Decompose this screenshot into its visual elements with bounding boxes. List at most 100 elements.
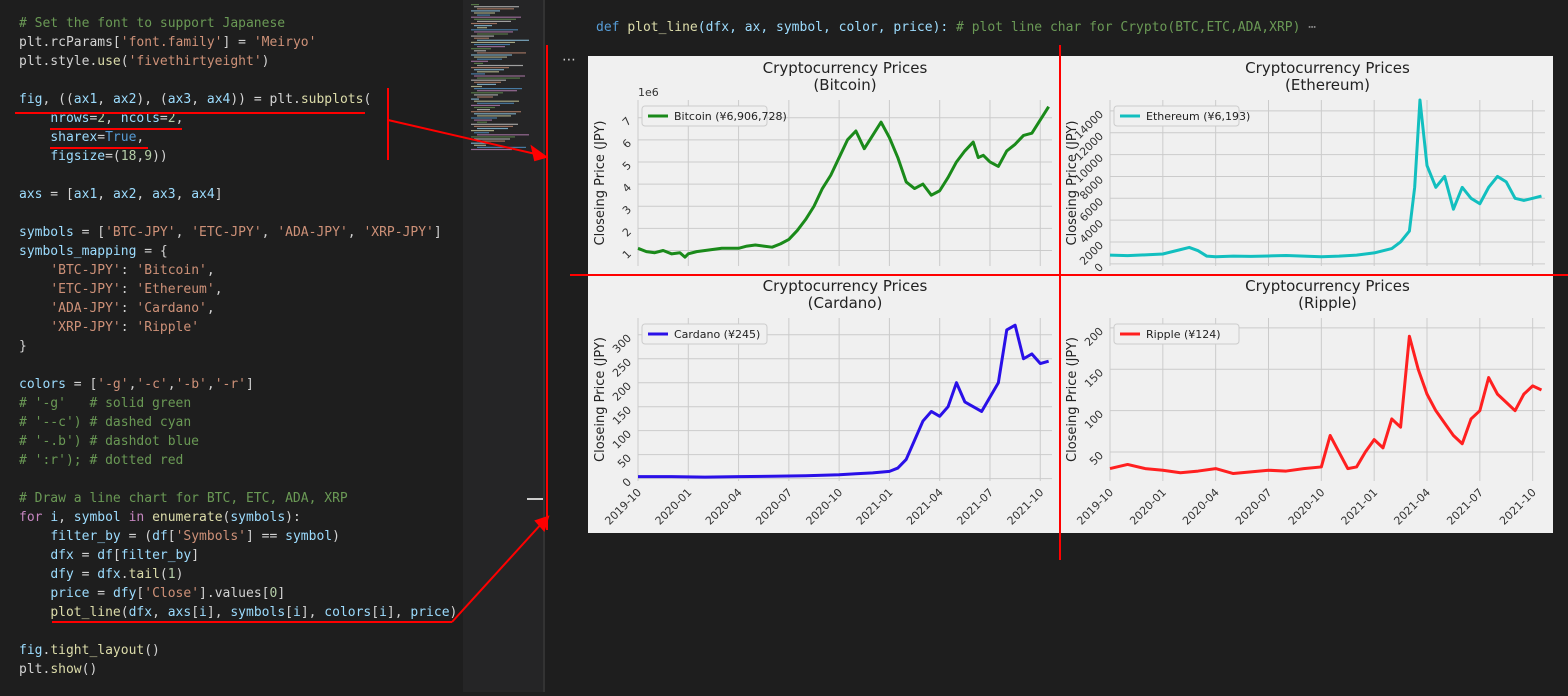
code-token: [	[285, 605, 293, 620]
code-token: price	[410, 605, 450, 620]
code-token: in	[128, 510, 145, 525]
code-token: tight_layout	[50, 643, 145, 658]
code-token: }	[19, 339, 27, 354]
code-token: ()	[81, 662, 98, 677]
x-tick-label: 2020-04	[703, 486, 745, 528]
code-editor[interactable]: # Set the font to support Japanese plt.rc…	[0, 0, 463, 692]
code-token: plt.rcParams[	[19, 35, 121, 50]
chart-bitcoin: 1 2 3 4 5 6 7 Bitcoin (¥6,906,728) Cryptocurrenc…	[588, 56, 1060, 274]
chart-subtitle: (Ripple)	[1298, 294, 1357, 312]
matplotlib-figure: 1 2 3 4 5 6 7 Bitcoin (¥6,906,728) Cryptocurrenc…	[588, 56, 1553, 533]
code-token: :	[120, 320, 137, 335]
y-tick-label: 2000	[1077, 239, 1106, 268]
code-token: ,	[175, 225, 192, 240]
code-token: dfy	[50, 567, 74, 582]
code-token: ax4	[191, 187, 215, 202]
chart-ethereum: 0 2000 4000 6000 8000 10000 12000 14000 Ethereum…	[1060, 56, 1553, 274]
code-token: ],	[300, 605, 325, 620]
code-token: )	[261, 54, 270, 69]
code-token: ax2	[112, 187, 137, 202]
code-token: ,	[347, 225, 364, 240]
code-token: 0	[269, 586, 278, 601]
code-token: i	[199, 605, 207, 620]
code-token: ],	[206, 605, 231, 620]
expand-ellipsis[interactable]: ⋯	[1300, 20, 1317, 35]
code-token: plot_line	[50, 605, 121, 620]
code-line: fig.tight_layout()	[19, 641, 160, 660]
code-token: :	[120, 263, 137, 278]
chart-subtitle: (Bitcoin)	[813, 76, 876, 94]
code-line: figsize=(18,9))	[19, 147, 167, 166]
code-line: colors = ['-g','-c','-b','-r']	[19, 375, 254, 394]
code-token: '-g'	[97, 377, 129, 392]
code-token: )	[175, 567, 184, 582]
code-token: 'Cardano'	[136, 301, 207, 316]
chart-subtitle: (Cardano)	[808, 294, 883, 312]
code-token	[19, 529, 50, 544]
x-tick-label: 2020-04	[1180, 486, 1222, 528]
code-token: # '--c') # dashed cyan	[19, 415, 192, 430]
code-token: 'ADA-JPY'	[277, 225, 348, 240]
y-tick-label: 4	[620, 181, 634, 195]
code-token: 'XRP-JPY'	[363, 225, 434, 240]
code-token: price	[50, 586, 90, 601]
y-tick-label: 100	[1082, 408, 1106, 432]
code-token: 2	[97, 111, 106, 126]
y-tick-label: 50	[1087, 449, 1106, 468]
plot-area	[638, 100, 1052, 266]
code-token: ,	[152, 605, 168, 620]
y-axis-label: Closeing Price (JPY)	[1065, 121, 1080, 246]
y-tick-label: 3	[620, 203, 634, 217]
code-token: True	[105, 130, 137, 145]
code-line: 'ETC-JPY': 'Ethereum',	[19, 280, 222, 299]
code-token: ,	[191, 92, 207, 107]
legend-entry: Ripple (¥124)	[1146, 328, 1221, 341]
code-token: ,	[97, 92, 113, 107]
code-token: ()	[144, 643, 160, 658]
code-token: )	[332, 529, 340, 544]
code-token: 'ADA-JPY'	[50, 301, 121, 316]
code-token: '-r'	[214, 377, 247, 392]
legend-box	[1113, 105, 1240, 127]
code-token: symbols	[230, 510, 286, 525]
cell-output-menu-icon[interactable]: ⋯	[562, 52, 576, 68]
code-token	[19, 111, 50, 126]
code-line: symbols_mapping = {	[19, 242, 168, 261]
code-line: for i, symbol in enumerate(symbols):	[19, 508, 301, 527]
code-line: filter_by = (df['Symbols'] == symbol)	[19, 527, 340, 546]
code-token: # '-.b') # dashdot blue	[19, 434, 200, 449]
code-token: (	[120, 605, 129, 620]
code-token: i	[379, 605, 387, 620]
code-token: # '-g' # solid green	[19, 396, 192, 411]
code-token: = [	[65, 377, 98, 392]
code-token	[19, 263, 50, 278]
cell-collapsed-header[interactable]: def plot_line(dfx, ax, symbol, color, pr…	[596, 20, 1316, 35]
x-tick-label: 2021-01	[854, 486, 896, 528]
code-token	[144, 510, 152, 525]
code-line: }	[19, 337, 27, 356]
y-tick-label: 7	[620, 115, 634, 129]
code-token: ,	[175, 187, 192, 202]
y-tick-label: 2	[620, 225, 634, 239]
code-token: [	[191, 605, 200, 620]
plot-area	[1110, 318, 1545, 481]
code-token: =	[97, 130, 106, 145]
legend-entry: Cardano (¥245)	[674, 328, 760, 341]
x-tick-label: 2020-10	[804, 486, 846, 528]
code-line: plot_line(dfx, axs[i], symbols[i], color…	[19, 603, 457, 622]
code-token: 'fivethirtyeight'	[128, 54, 262, 69]
code-token: 'BTC-JPY'	[105, 225, 176, 240]
code-token: ,	[261, 225, 278, 240]
code-token: 'Close'	[144, 586, 200, 601]
minimap[interactable]	[463, 0, 545, 692]
code-token: ] =	[222, 35, 254, 50]
function-name: plot_line	[627, 20, 698, 35]
legend-entry: Ethereum (¥6,193)	[1146, 110, 1250, 123]
code-token: axs	[167, 605, 192, 620]
code-token: # ':r'); # dotted red	[19, 453, 184, 468]
code-token: ncols	[120, 111, 160, 126]
code-line: # '--c') # dashed cyan	[19, 413, 191, 432]
code-token: ,	[136, 187, 153, 202]
code-token: ax1	[73, 92, 98, 107]
